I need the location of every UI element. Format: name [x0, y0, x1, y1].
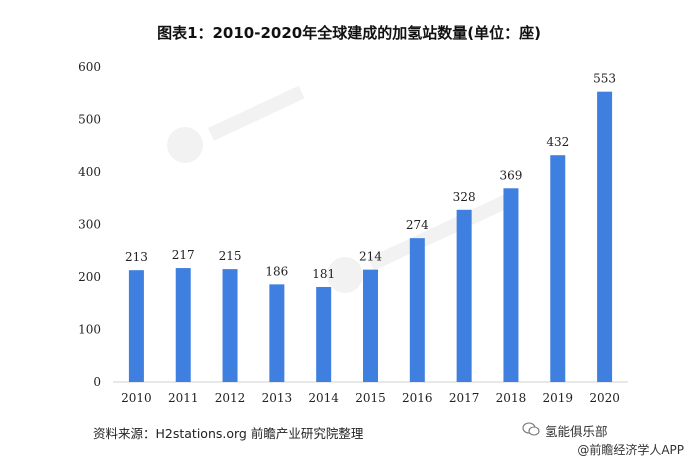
data-label: 328	[453, 190, 476, 204]
bar	[363, 269, 378, 382]
y-tick-label: 100	[78, 323, 101, 337]
x-tick-label: 2016	[402, 391, 433, 405]
club-watermark: 氢能俱乐部	[545, 424, 608, 439]
data-label: 432	[546, 135, 569, 149]
y-tick-label: 400	[78, 165, 101, 179]
watermark-logo	[167, 85, 510, 293]
bar	[550, 155, 566, 382]
x-tick-label: 2020	[589, 391, 620, 405]
y-tick-label: 200	[78, 270, 101, 284]
data-label: 217	[172, 248, 195, 262]
bar	[175, 268, 191, 382]
x-tick-label: 2019	[542, 391, 573, 405]
data-label: 274	[406, 218, 429, 232]
bar	[503, 188, 519, 382]
source-note: 资料来源：H2stations.org 前瞻产业研究院整理	[93, 426, 364, 441]
bar	[409, 238, 425, 382]
chart-title: 图表1：2010-2020年全球建成的加氢站数量(单位：座)	[157, 24, 541, 42]
data-label: 186	[265, 264, 288, 278]
data-label: 215	[219, 249, 242, 263]
app-watermark: @前瞻经济学人APP	[577, 443, 684, 457]
data-label: 181	[312, 267, 335, 281]
bar	[128, 270, 144, 382]
bar	[316, 286, 332, 382]
x-tick-label: 2017	[449, 391, 480, 405]
data-label: 553	[593, 72, 616, 86]
x-tick-label: 2018	[496, 391, 527, 405]
x-tick-label: 2013	[262, 391, 293, 405]
data-label: 369	[500, 168, 523, 182]
bar	[269, 284, 285, 382]
y-tick-label: 0	[93, 375, 101, 389]
bar	[222, 269, 238, 382]
data-label: 213	[125, 250, 148, 264]
bar	[597, 91, 613, 383]
x-tick-label: 2014	[308, 391, 339, 405]
data-label: 214	[359, 250, 382, 264]
x-tick-label: 2012	[215, 391, 246, 405]
y-tick-label: 500	[78, 113, 101, 127]
bar	[456, 209, 472, 382]
wechat-icon	[522, 422, 540, 436]
x-tick-label: 2011	[168, 391, 199, 405]
y-tick-label: 600	[78, 60, 101, 74]
x-tick-label: 2015	[355, 391, 386, 405]
y-tick-label: 300	[78, 218, 101, 232]
x-tick-label: 2010	[121, 391, 152, 405]
